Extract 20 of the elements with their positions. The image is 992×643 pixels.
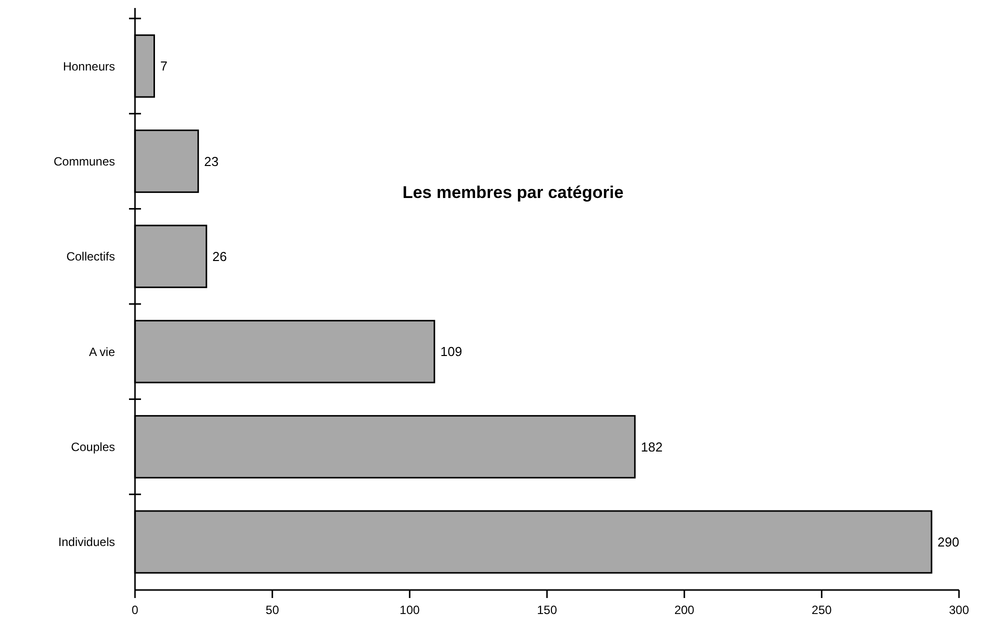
y-tick-label: Communes [54,154,115,168]
data-label: 290 [938,534,960,550]
data-label: 182 [640,439,663,454]
y-tick-label: Collectifs [66,250,115,264]
data-label: 23 [204,154,219,169]
data-label: 26 [212,248,227,264]
y-tick-label: Individuels [58,535,115,550]
y-tick-label: A vie [88,344,116,359]
x-tick-label: 300 [948,603,970,617]
x-tick-label: 100 [400,603,420,617]
x-tick-label: 50 [266,603,280,617]
x-tick-label: 200 [674,603,695,617]
x-tick-label: 0 [132,603,139,617]
y-tick-label: Honneurs [62,59,115,74]
x-tick-label: 150 [536,603,558,617]
data-label: 109 [440,344,462,360]
text: Les membres par catégorie [402,183,624,202]
data-label: 7 [160,58,168,74]
x-tick-label: 250 [812,603,832,617]
y-tick-label: Couples [70,440,115,454]
